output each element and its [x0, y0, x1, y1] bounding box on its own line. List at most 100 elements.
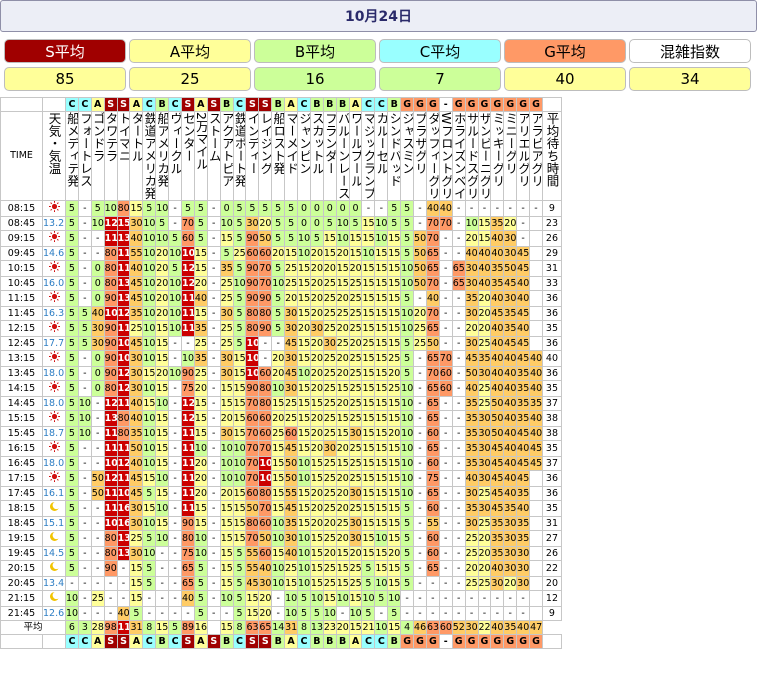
wait-cell: 130 [116, 545, 131, 561]
wait-cell: - [77, 245, 92, 261]
time-row: 11:155-0901304510201011040-2559090520152… [0, 289, 562, 307]
wait-cell: 110 [116, 439, 131, 457]
wait-cell: - [438, 335, 453, 351]
wait-cell: 40 [193, 289, 208, 307]
attraction-name-label: ワールプール [349, 112, 362, 187]
avg-wait-cell: 9 [541, 199, 562, 217]
wait-cell: 10 [297, 529, 311, 547]
wait-cell: - [258, 335, 273, 351]
wait-cell: 15 [232, 365, 247, 381]
avg-wait-cell: 38 [541, 409, 562, 427]
wait-cell: 10 [400, 455, 415, 471]
wait-cell: 50 [490, 395, 505, 411]
wait-cell: 15 [335, 455, 350, 471]
wait-cell: 80 [181, 529, 195, 547]
wait-cell: 15 [219, 559, 234, 577]
attraction-name-label: 船アメリカ発 [155, 112, 169, 187]
wait-cell: 25 [477, 395, 492, 411]
wait-cell: 100 [245, 365, 260, 381]
attraction-level: G [503, 97, 518, 112]
wait-cell: 25 [361, 335, 376, 351]
attraction-level: C [232, 97, 247, 112]
wait-cell: 5 [374, 589, 389, 607]
wait-cell: 10 [142, 215, 157, 231]
wait-cell: 50 [413, 229, 427, 247]
wait-cell: 30 [129, 515, 144, 531]
wait-cell: 90 [245, 259, 260, 277]
wait-cell: 10 [335, 229, 350, 247]
wait-cell: 10 [232, 439, 247, 457]
wait-cell [529, 605, 543, 621]
wait-cell: 15 [284, 245, 299, 261]
wait-cell: 10 [142, 319, 157, 337]
wait-cell: 40 [503, 425, 518, 441]
wait-cell: 15 [361, 319, 376, 337]
wait-cell: 20 [258, 605, 273, 621]
wait-cell: 40 [129, 229, 144, 247]
time-cell: 18:45 [0, 515, 43, 531]
wait-cell: 10 [142, 349, 157, 367]
wait-cell: 10 [193, 529, 208, 547]
wait-cell: 20 [477, 289, 492, 307]
wait-cell: 120 [181, 395, 195, 411]
wait-cell: 15 [309, 575, 324, 591]
time-row: 13:4518.05-090120301520109025-3015100602… [0, 365, 562, 381]
wait-cell: 10 [142, 335, 157, 351]
wait-cell: 55 [129, 245, 144, 261]
wait-cell: 40 [181, 589, 195, 607]
wait-cell: 40 [490, 559, 505, 577]
average-value: 6 [65, 619, 79, 635]
avg-wait-cell: 26 [541, 545, 562, 561]
temperature: 18.0 [43, 397, 65, 409]
wait-cell: 40 [516, 289, 531, 307]
attraction-level: G [464, 97, 479, 112]
time-cell: 12:45 [0, 335, 43, 351]
wait-cell: - [168, 425, 183, 441]
attraction-level: B [271, 97, 286, 112]
wait-cell: - [206, 395, 221, 411]
wait-cell: 10 [168, 319, 183, 337]
wait-cell: 45 [490, 455, 505, 471]
wait-cell: 5 [400, 529, 415, 547]
attraction-level: S [258, 633, 273, 649]
wait-cell: 20 [309, 245, 324, 261]
wait-cell: 100 [181, 245, 195, 261]
wait-cell [529, 469, 543, 487]
wait-cell: - [206, 425, 221, 441]
summary-value-5: 34 [629, 67, 751, 91]
time-row: 08:4513.25-1012015030105-705-10530205500… [0, 215, 562, 231]
summary-label-4: G平均 [504, 39, 626, 63]
wait-cell: 10 [142, 289, 157, 307]
wait-cell: - [168, 439, 183, 457]
attraction-name: アラビアグリ [529, 111, 543, 201]
wait-cell: 30 [129, 379, 144, 397]
wait-cell: 20 [309, 485, 324, 501]
wait-cell: 15 [155, 335, 170, 351]
wait-cell: - [77, 365, 92, 381]
wait-cell: 35 [129, 305, 144, 321]
attraction-level: B [271, 633, 286, 649]
wait-cell: 5 [65, 485, 79, 501]
wait-cell: 5 [361, 575, 376, 591]
wait-cell: 15 [374, 409, 389, 427]
time-cell: 20:15 [0, 559, 43, 577]
weather-cell: 16.0 [42, 275, 66, 291]
temperature: 14.6 [43, 247, 65, 259]
wait-cell: 80 [116, 199, 131, 217]
wait-cell: 40 [516, 319, 531, 337]
wait-cell: 35 [516, 515, 531, 531]
wait-cell: 30 [90, 319, 105, 337]
wait-cell: - [206, 485, 221, 501]
time-cell: 18:15 [0, 499, 43, 517]
wait-cell: 5 [348, 215, 363, 231]
wait-cell: - [451, 589, 466, 607]
wait-cell: 80 [258, 379, 273, 397]
wait-cell: 80 [103, 245, 118, 261]
wait-cell: 100 [103, 305, 118, 321]
wait-cell: 25 [322, 485, 337, 501]
wait-cell: 45 [129, 289, 144, 307]
attraction-name: ワールプール [348, 111, 363, 201]
attraction-level: S [245, 97, 260, 112]
wait-cell: - [77, 229, 92, 247]
wait-cell: 5 [400, 199, 415, 217]
